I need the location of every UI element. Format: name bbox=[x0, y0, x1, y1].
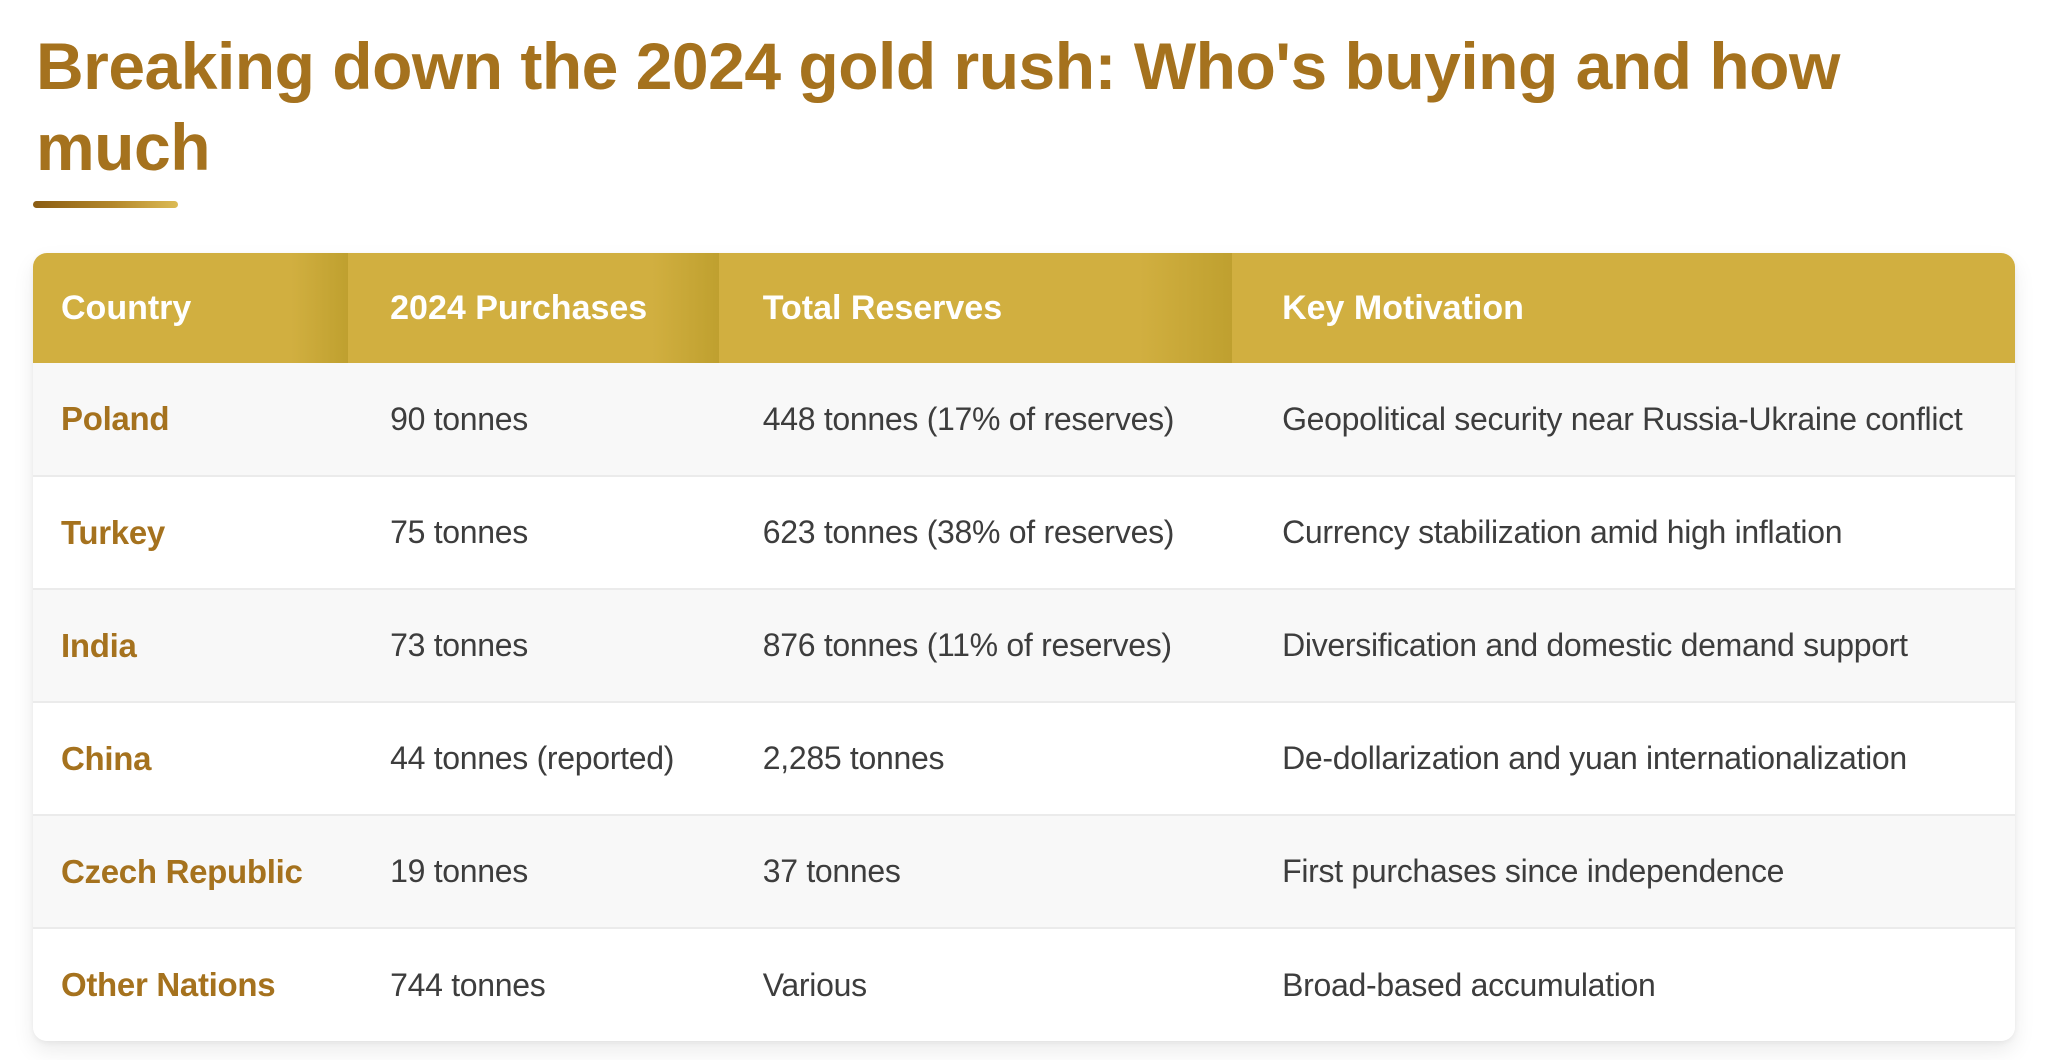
purchases-cell: 75 tonnes bbox=[390, 514, 528, 551]
reserves-cell: 623 tonnes (38% of reserves) bbox=[762, 514, 1175, 551]
purchases-cell: 744 tonnes bbox=[390, 966, 546, 1003]
table-row-poland: Poland 90 tonnes 448 tonnes (17% of rese… bbox=[33, 363, 2015, 477]
country-cell: India bbox=[61, 626, 137, 664]
purchases-cell: 73 tonnes bbox=[390, 627, 528, 664]
table-row-india: India 73 tonnes 876 tonnes (11% of reser… bbox=[33, 589, 2015, 703]
table-header: Country 2024 Purchases Total Reserves Ke… bbox=[33, 253, 2015, 364]
purchases-cell: 90 tonnes bbox=[390, 400, 528, 437]
table-body: Poland 90 tonnes 448 tonnes (17% of rese… bbox=[33, 363, 2015, 1042]
motivation-cell: Broad-based accumulation bbox=[1282, 966, 1656, 1003]
table-row-other-nations: Other Nations 744 tonnes Various Broad-b… bbox=[33, 928, 2015, 1042]
column-header-motivation: Key Motivation bbox=[1232, 253, 2015, 364]
article-section: Breaking down the 2024 gold rush: Who's … bbox=[0, 26, 2048, 1042]
reserves-cell: 448 tonnes (17% of reserves) bbox=[762, 400, 1175, 437]
page-title-line2: much bbox=[36, 109, 211, 184]
page-title: Breaking down the 2024 gold rush: Who's … bbox=[36, 26, 2015, 187]
motivation-cell: First purchases since independence bbox=[1282, 853, 1785, 890]
column-header-reserves: Total Reserves bbox=[718, 253, 1233, 364]
country-cell: China bbox=[61, 739, 152, 777]
column-header-purchases: 2024 Purchases bbox=[348, 253, 719, 364]
motivation-cell: De-dollarization and yuan internationali… bbox=[1282, 740, 1907, 777]
gold-purchases-table: Country 2024 Purchases Total Reserves Ke… bbox=[33, 253, 2015, 1042]
country-cell: Czech Republic bbox=[61, 852, 303, 890]
purchases-cell: 44 tonnes (reported) bbox=[390, 740, 675, 777]
column-header-country: Country bbox=[33, 253, 349, 364]
reserves-cell: Various bbox=[762, 966, 867, 1003]
reserves-cell: 2,285 tonnes bbox=[762, 740, 945, 777]
country-cell: Other Nations bbox=[61, 966, 276, 1004]
table-row-turkey: Turkey 75 tonnes 623 tonnes (38% of rese… bbox=[33, 476, 2015, 590]
motivation-cell: Diversification and domestic demand supp… bbox=[1282, 627, 1908, 664]
table-row-czech-republic: Czech Republic 19 tonnes 37 tonnes First… bbox=[33, 815, 2015, 929]
country-cell: Turkey bbox=[61, 513, 165, 551]
data-table: Country 2024 Purchases Total Reserves Ke… bbox=[33, 253, 2015, 1042]
motivation-cell: Geopolitical security near Russia-Ukrain… bbox=[1282, 400, 1963, 437]
table-row-china: China 44 tonnes (reported) 2,285 tonnes … bbox=[33, 702, 2015, 816]
motivation-cell: Currency stabilization amid high inflati… bbox=[1282, 514, 1843, 551]
reserves-cell: 876 tonnes (11% of reserves) bbox=[762, 627, 1172, 664]
purchases-cell: 19 tonnes bbox=[390, 853, 528, 890]
page-title-line1: Breaking down the 2024 gold rush: Who's … bbox=[36, 29, 1840, 103]
table-header-row: Country 2024 Purchases Total Reserves Ke… bbox=[33, 253, 2015, 364]
title-accent-underline bbox=[33, 201, 178, 209]
reserves-cell: 37 tonnes bbox=[762, 853, 901, 890]
country-cell: Poland bbox=[61, 400, 170, 438]
